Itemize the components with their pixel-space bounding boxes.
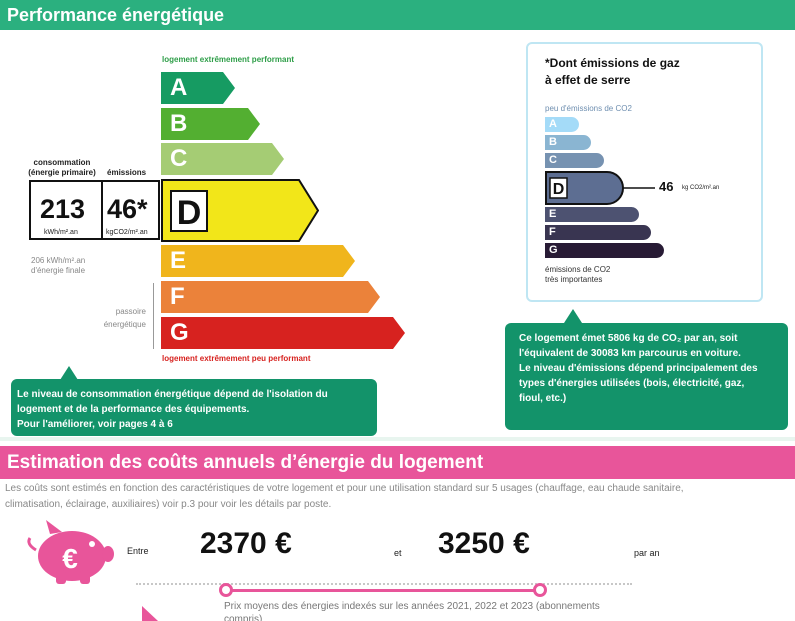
ghg-title: *Dont émissions de gaz à effet de serre <box>545 56 680 87</box>
energy-values-box: 213 kWh/m².an 46* kgCO2/m².an <box>29 180 160 240</box>
energy-scale-bottom-caption: logement extrêmement peu performant <box>162 354 311 363</box>
ghg-class-g-bar: G <box>545 243 664 258</box>
cost-range-min-marker <box>219 583 233 597</box>
cost-range-dotted-line <box>136 583 632 585</box>
cost-header: Estimation des coûts annuels d’énergie d… <box>0 446 795 479</box>
performance-header: Performance énergétique <box>0 0 795 30</box>
cost-description: Les coûts sont estimés en fonction des c… <box>5 483 684 510</box>
performance-title: Performance énergétique <box>7 5 225 25</box>
left-callout-pointer <box>60 366 78 380</box>
emissions-unit: kgCO2/m².an <box>106 229 148 236</box>
cost-range-max-marker <box>533 583 547 597</box>
cost-title: Estimation des coûts annuels d’énergie d… <box>7 452 484 473</box>
right-callout-pointer <box>564 309 582 323</box>
emissions-label: émissions <box>107 168 147 177</box>
ghg-class-c-bar: C <box>545 153 604 168</box>
passoire-label: passoire énergétique <box>103 307 146 329</box>
consumption-value: 213 <box>40 194 86 224</box>
cost-between-label: Entre <box>127 546 149 556</box>
cost-min-value: 2370 € <box>200 527 292 560</box>
ghg-class-e-bar: E <box>545 207 639 222</box>
ghg-class-d-letter: D <box>553 181 565 198</box>
section-separator <box>0 437 795 441</box>
right-info-callout: Ce logement émet 5806 kg de CO₂ par an, … <box>505 323 788 430</box>
ghg-class-a-bar: A <box>545 117 579 132</box>
ghg-bottom-caption: émissions de CO2 très importantes <box>545 265 611 284</box>
cost-max-value: 3250 € <box>438 527 530 560</box>
final-energy-note: 206 kWh/m².an d'énergie finale <box>31 256 86 275</box>
passoire-bracket-line <box>153 283 154 349</box>
ghg-panel: *Dont émissions de gaz à effet de serre … <box>526 42 763 302</box>
emissions-value: 46* <box>107 194 148 224</box>
cost-per-year-label: par an <box>634 548 660 558</box>
energy-class-a-bar: A <box>161 72 235 104</box>
ghg-class-d-current-marker: D <box>545 171 655 205</box>
value-divider <box>101 182 103 238</box>
consumption-label: consommation (énergie primaire) <box>28 158 96 177</box>
energy-class-d-letter: D <box>177 194 202 232</box>
left-info-callout: Le niveau de consommation énergétique dé… <box>11 379 377 436</box>
energy-class-c-bar: C <box>161 143 284 175</box>
consumption-unit: kWh/m².an <box>44 229 78 236</box>
ghg-value: 46 <box>659 179 674 194</box>
piggy-euro-symbol: € <box>62 543 78 574</box>
energy-scale-top-caption: logement extrêmement performant <box>162 55 295 64</box>
ghg-class-f-bar: F <box>545 225 651 240</box>
cost-range-bar <box>226 589 540 592</box>
cost-footnote: Prix moyens des énergies indexés sur les… <box>224 601 600 621</box>
energy-class-g-bar: G <box>161 317 405 349</box>
energy-class-e-bar: E <box>161 245 355 277</box>
energy-class-d-current-marker: D <box>161 179 319 242</box>
ghg-unit: kg CO2/m².an <box>682 185 720 191</box>
footnote-pointer-icon <box>142 606 158 621</box>
piggy-bank-icon: € <box>27 520 114 584</box>
ghg-top-caption: peu d'émissions de CO2 <box>545 104 632 113</box>
cost-and-label: et <box>394 548 402 558</box>
energy-class-b-bar: B <box>161 108 260 140</box>
energy-class-f-bar: F <box>161 281 380 313</box>
ghg-class-b-bar: B <box>545 135 591 150</box>
